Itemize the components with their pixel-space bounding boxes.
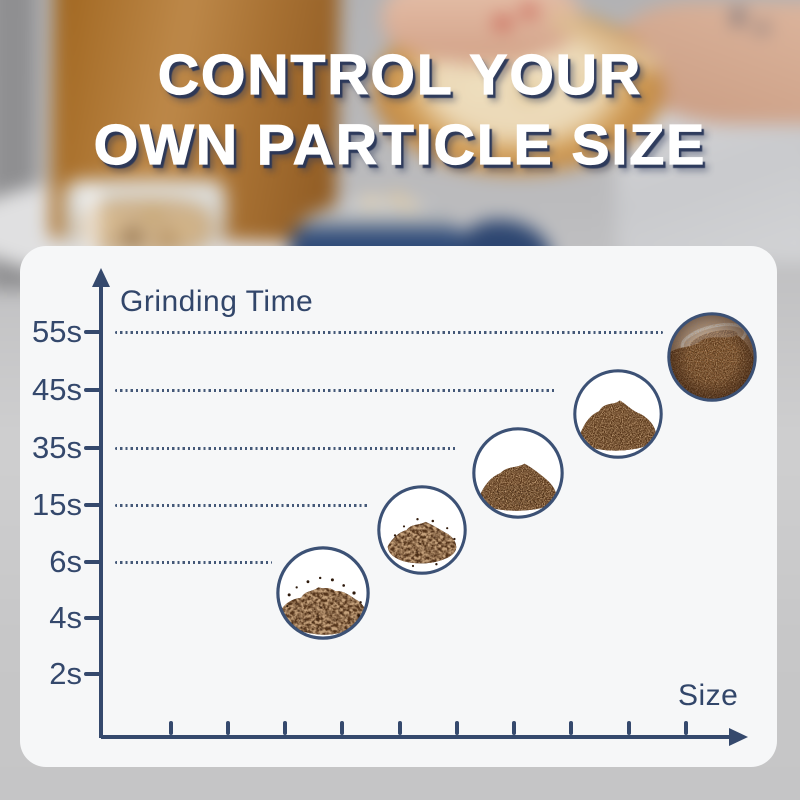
x-axis-tick (684, 721, 688, 735)
y-tick-label-2s: 2s (49, 656, 82, 691)
grind-sample-4-fine (573, 369, 663, 459)
dotted-leader-45s (115, 389, 557, 392)
title-line-1: CONTROL YOUR (157, 42, 643, 107)
wrist-tattoo (733, 8, 743, 26)
x-axis-tick (455, 721, 459, 735)
y-tick-label-35s: 35s (32, 430, 82, 465)
pouring-hand-image (382, 0, 580, 64)
dotted-leader-6s (115, 561, 272, 564)
x-axis-line (101, 735, 733, 739)
grind-pile (387, 518, 457, 568)
x-axis-tick (226, 721, 230, 735)
jar-highlight (84, 186, 98, 256)
x-axis-tick (627, 721, 631, 735)
almonds-in-grinder (348, 188, 422, 216)
page-title: CONTROL YOUR OWN PARTICLE SIZE (0, 40, 800, 180)
y-axis-tick (84, 672, 101, 676)
y-tick-label-45s: 45s (32, 372, 82, 407)
y-tick-label-6s: 6s (49, 544, 82, 579)
grind-pile (479, 463, 557, 511)
x-axis-tick (569, 721, 573, 735)
y-axis-title: Grinding Time (120, 285, 314, 318)
grind-sample-2-coarse (377, 485, 467, 575)
x-axis-tick (340, 721, 344, 735)
grind-sample-1-extra-coarse (276, 546, 370, 640)
y-tick-label-4s: 4s (49, 600, 82, 635)
y-axis-tick (84, 446, 101, 450)
y-tick-label-15s: 15s (32, 487, 82, 522)
wrist-tattoo (755, 24, 769, 32)
y-axis-arrow-icon (92, 268, 110, 287)
dotted-leader-15s (115, 504, 368, 507)
x-axis-tick (512, 721, 516, 735)
nail-polish (521, 5, 537, 17)
grind-pile (279, 576, 367, 635)
dotted-leader-55s (115, 331, 663, 334)
y-axis-tick (84, 388, 101, 392)
grind-sample-3-medium (472, 427, 564, 519)
y-axis-tick (84, 330, 101, 334)
x-axis-tick (169, 721, 173, 735)
y-axis-line (99, 286, 103, 738)
y-axis-tick (84, 503, 101, 507)
title-line-2: OWN PARTICLE SIZE (93, 112, 707, 177)
x-axis-tick (398, 721, 402, 735)
y-axis-tick (84, 616, 101, 620)
x-axis-tick (283, 721, 287, 735)
x-axis-title: Size (678, 679, 739, 712)
y-tick-label-55s: 55s (32, 314, 82, 349)
grind-pile (578, 400, 656, 451)
nail-polish (494, 16, 511, 29)
y-axis-tick (84, 560, 101, 564)
x-axis-arrow-icon (729, 728, 748, 746)
grind-sample-5-extra-fine (667, 312, 757, 402)
dotted-leader-35s (115, 447, 458, 450)
grind-time-chart: Grinding Time Size 55s 45s 35s 15s 6s 4s… (20, 246, 777, 767)
